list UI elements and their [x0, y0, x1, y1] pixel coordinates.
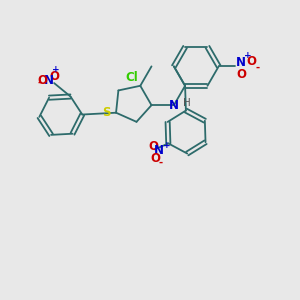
Text: O: O — [236, 68, 246, 81]
Text: O: O — [148, 140, 158, 153]
Text: O: O — [37, 74, 47, 87]
Text: O: O — [247, 56, 256, 68]
Text: H: H — [183, 98, 190, 108]
Text: N: N — [154, 144, 164, 158]
Text: N: N — [236, 56, 245, 69]
Text: -: - — [37, 78, 41, 88]
Text: N: N — [44, 74, 54, 87]
Text: +: + — [52, 65, 59, 74]
Text: S: S — [102, 106, 111, 119]
Text: +: + — [244, 50, 251, 59]
Text: +: + — [163, 141, 171, 150]
Text: N: N — [169, 99, 179, 112]
Text: -: - — [255, 63, 260, 73]
Text: O: O — [150, 152, 160, 165]
Text: -: - — [159, 158, 163, 168]
Text: O: O — [49, 70, 59, 83]
Text: Cl: Cl — [125, 71, 138, 84]
